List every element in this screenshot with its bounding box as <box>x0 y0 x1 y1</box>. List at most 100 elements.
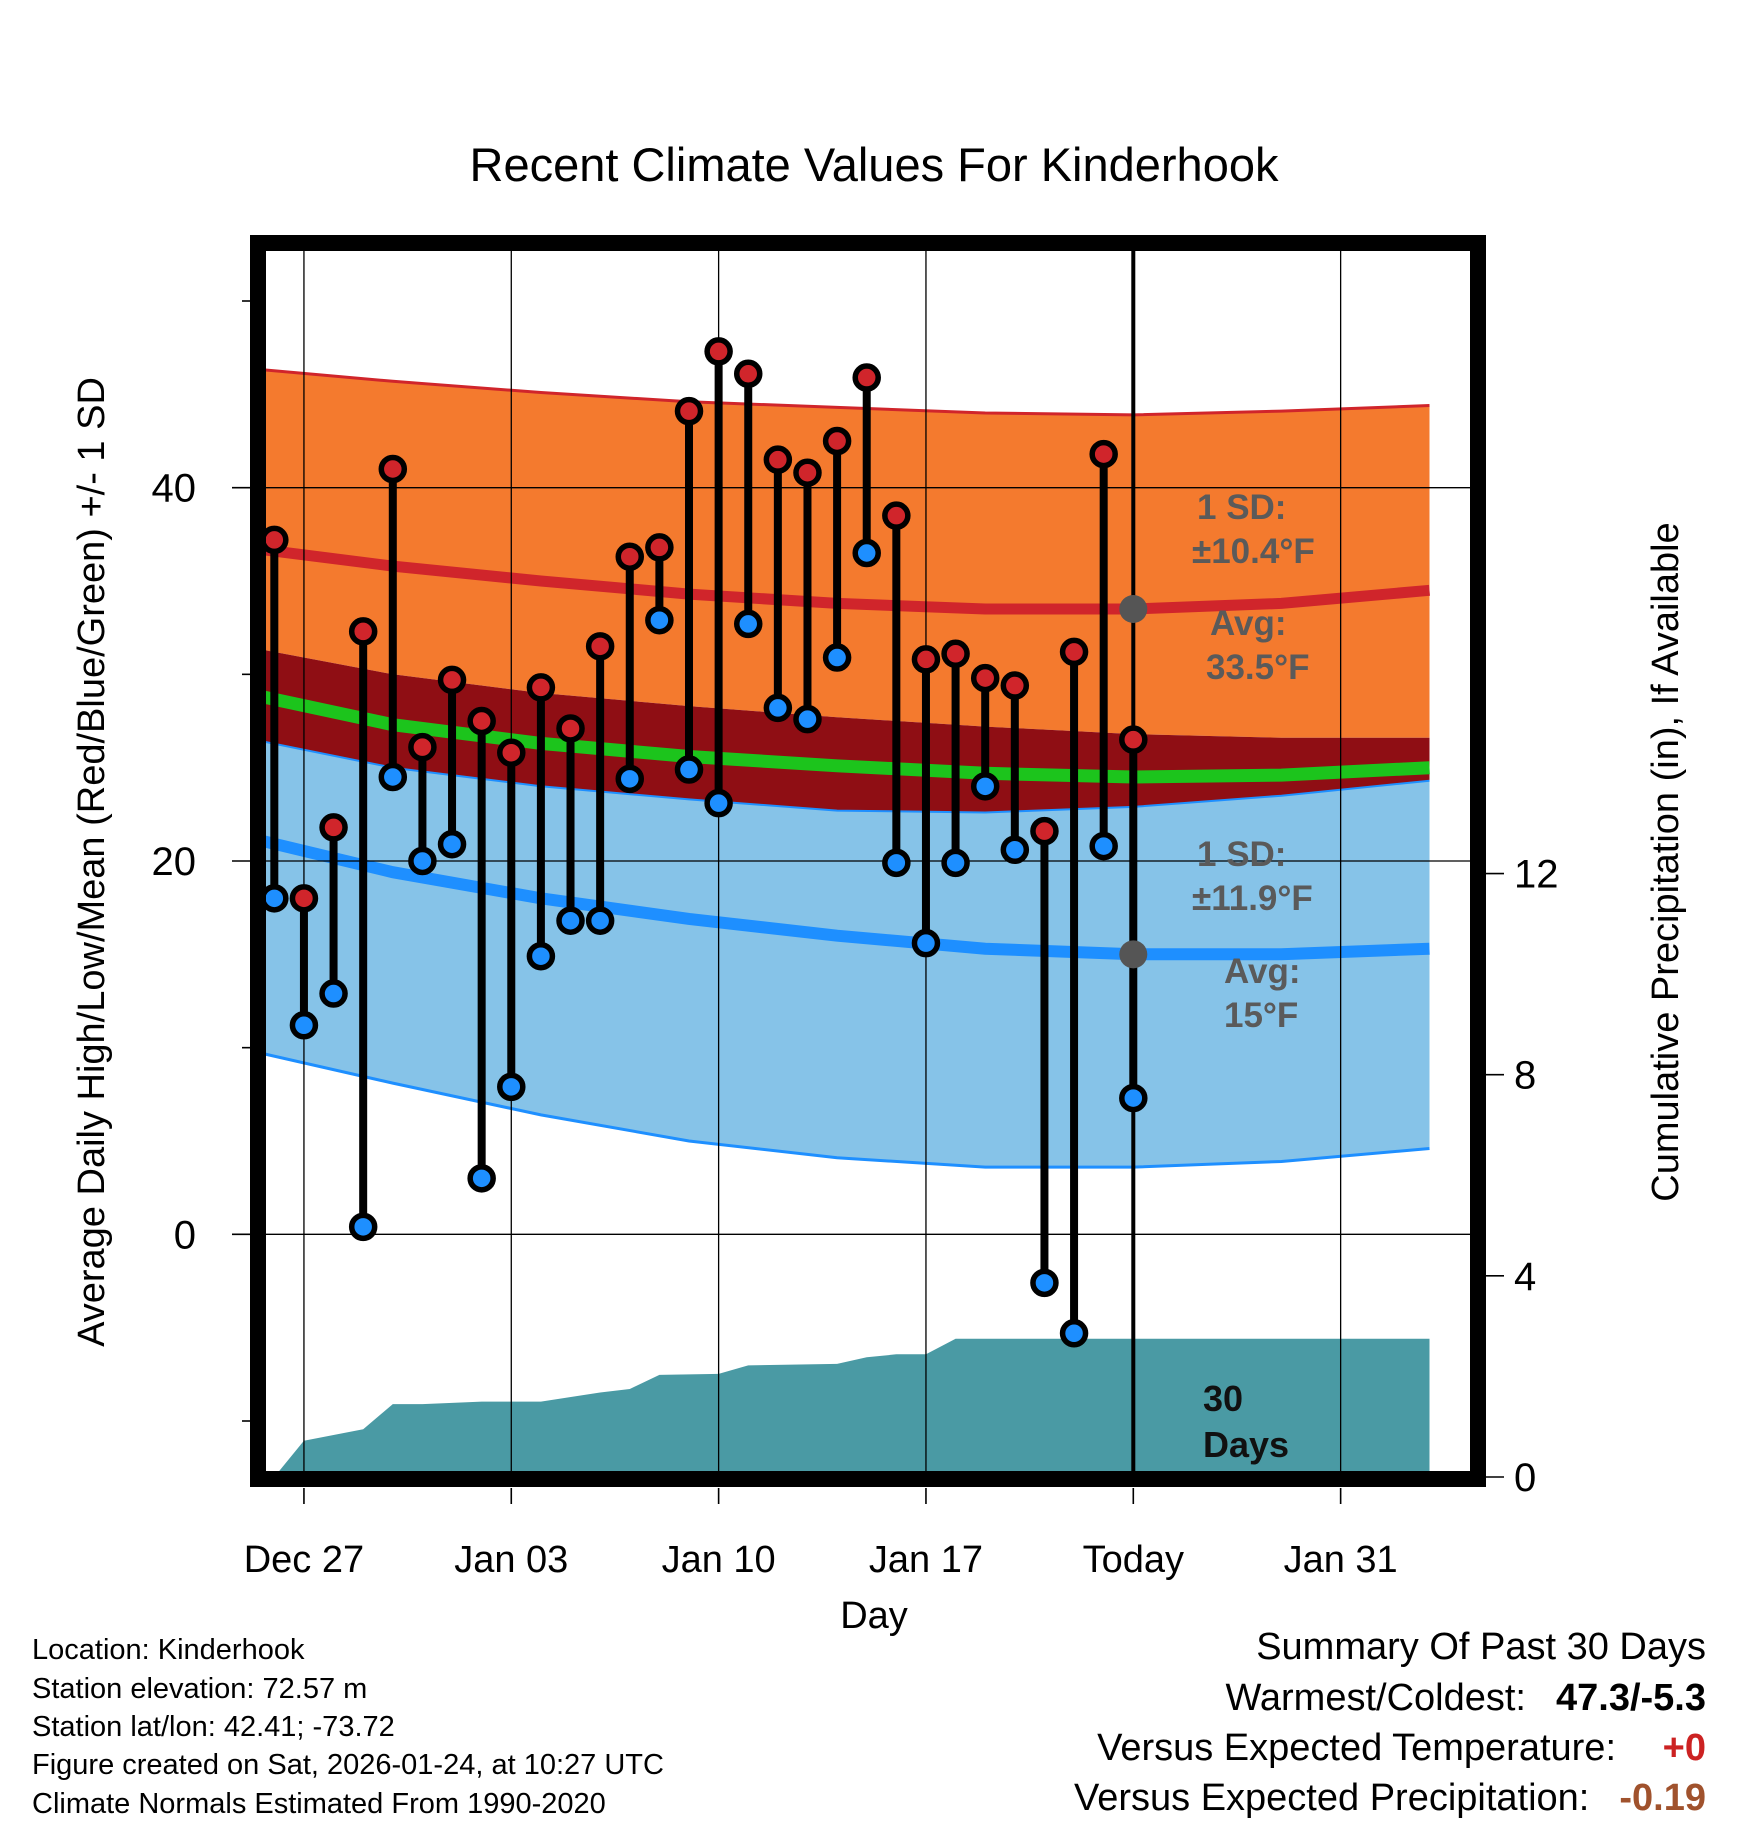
summary-title: Summary Of Past 30 Days <box>1256 1626 1706 1668</box>
low-marker <box>1119 1083 1148 1113</box>
precip-label: Versus Expected Precipitation: <box>1073 1777 1590 1819</box>
precipitation-area <box>260 1338 1430 1477</box>
high-marker <box>437 665 467 695</box>
high-marker <box>941 639 970 669</box>
chart-title: Recent Climate Values For Kinderhook <box>470 138 1279 191</box>
low-marker <box>467 1164 496 1193</box>
low-average-dot <box>1119 940 1148 969</box>
low-marker <box>970 772 1000 801</box>
low-marker <box>793 704 822 734</box>
right-axis-label: Cumulative Precipitation (in), If Availa… <box>1645 522 1687 1201</box>
day-observation <box>526 673 556 971</box>
high-marker <box>319 813 348 842</box>
day-observation <box>348 617 378 1242</box>
high-upper-line <box>260 368 1430 417</box>
low-avg-label: Avg: <box>1224 952 1300 991</box>
high-marker <box>289 884 319 913</box>
left-tick-label: 40 <box>152 467 197 511</box>
low-marker <box>497 1072 526 1102</box>
day-observation <box>852 363 881 568</box>
low-marker <box>1030 1268 1059 1298</box>
low-annotations: 1 SD: ±11.9°F Avg: 15°F <box>1192 835 1313 1035</box>
day-observation <box>1119 725 1148 1113</box>
high-marker <box>645 533 674 562</box>
x-tick-label: Jan 10 <box>662 1539 776 1581</box>
low-marker <box>348 1212 378 1242</box>
day-observation <box>941 639 970 878</box>
day-observation <box>911 645 941 958</box>
high-average-dot <box>1119 595 1148 623</box>
day-observation <box>1030 816 1059 1298</box>
low-marker <box>911 928 941 958</box>
high-marker <box>674 396 704 426</box>
high-marker <box>260 525 289 555</box>
precip-window-number: 30 <box>1203 1378 1243 1419</box>
low-marker <box>645 605 674 635</box>
x-tick-label: Today <box>1083 1539 1184 1581</box>
day-observation <box>1089 439 1118 861</box>
low-marker <box>615 764 645 794</box>
low-marker <box>289 1011 319 1040</box>
x-tick-label: Jan 17 <box>869 1539 983 1581</box>
low-marker <box>941 848 970 878</box>
high-avg-label: Avg: <box>1210 604 1286 643</box>
footer-location: Location: Kinderhook <box>32 1634 305 1666</box>
high-marker <box>585 632 615 661</box>
right-tick-label: 4 <box>1514 1255 1536 1299</box>
right-tick-label: 12 <box>1514 853 1559 897</box>
day-observation <box>556 714 585 935</box>
high-marker <box>763 445 793 474</box>
footer-created: Figure created on Sat, 2026-01-24, at 10… <box>32 1749 664 1781</box>
day-observation <box>585 632 615 935</box>
day-observation <box>437 665 467 859</box>
low-marker <box>556 906 585 935</box>
x-tick-label: Dec 27 <box>244 1539 364 1581</box>
high-sd-label: 1 SD: <box>1197 488 1286 527</box>
high-marker <box>852 363 881 392</box>
warm-cold-value: 47.3/-5.3 <box>1556 1677 1706 1719</box>
plot-frame <box>250 235 1486 1487</box>
high-marker <box>1000 671 1030 700</box>
high-marker <box>882 501 911 530</box>
x-tick-label: Jan 03 <box>454 1539 568 1581</box>
precip-window-label: 30 Days <box>1203 1378 1289 1465</box>
day-observation <box>408 732 437 876</box>
left-tick-label: 0 <box>174 1213 196 1257</box>
high-marker <box>378 454 408 484</box>
day-observation <box>497 738 526 1102</box>
low-upper-line <box>260 739 1430 814</box>
high-marker <box>1059 637 1089 667</box>
x-axis: Dec 27 Jan 03 Jan 10 Jan 17 Today Jan 31 <box>244 1488 1398 1581</box>
high-marker <box>793 458 822 487</box>
day-observation <box>615 542 645 794</box>
day-observation <box>319 813 348 1008</box>
x-axis-label: Day <box>840 1595 908 1637</box>
day-observation <box>970 663 1000 801</box>
low-marker <box>1089 831 1118 861</box>
day-observation <box>645 533 674 635</box>
left-axis-label: Average Daily High/Low/Mean (Red/Blue/Gr… <box>71 377 113 1347</box>
footer-latlon: Station lat/lon: 42.41; -73.72 <box>32 1711 395 1743</box>
high-marker <box>408 732 437 762</box>
high-marker <box>615 542 645 571</box>
summary-warm-cold: Warmest/Coldest: 47.3/-5.3 <box>1225 1677 1706 1720</box>
footer-normals: Climate Normals Estimated From 1990-2020 <box>32 1788 606 1820</box>
day-observation <box>674 396 704 784</box>
day-observation <box>289 884 319 1040</box>
day-observation <box>1059 637 1089 1348</box>
day-observation <box>704 337 733 818</box>
day-observation <box>822 426 852 672</box>
low-marker <box>526 941 556 971</box>
high-marker <box>704 337 733 366</box>
low-lower-line <box>260 1051 1430 1169</box>
low-marker <box>1000 835 1030 865</box>
low-marker <box>1059 1319 1089 1348</box>
high-marker <box>1089 439 1118 469</box>
temp-label: Versus Expected Temperature: <box>1097 1727 1616 1769</box>
daily-range-sticks <box>260 337 1148 1348</box>
high-annotations: 1 SD: ±10.4°F Avg: 33.5°F <box>1192 488 1315 687</box>
low-marker <box>260 884 289 913</box>
day-observation <box>378 454 408 792</box>
footer-elevation: Station elevation: 72.57 m <box>32 1673 368 1705</box>
left-y-axis: 0 20 40 <box>152 300 250 1422</box>
